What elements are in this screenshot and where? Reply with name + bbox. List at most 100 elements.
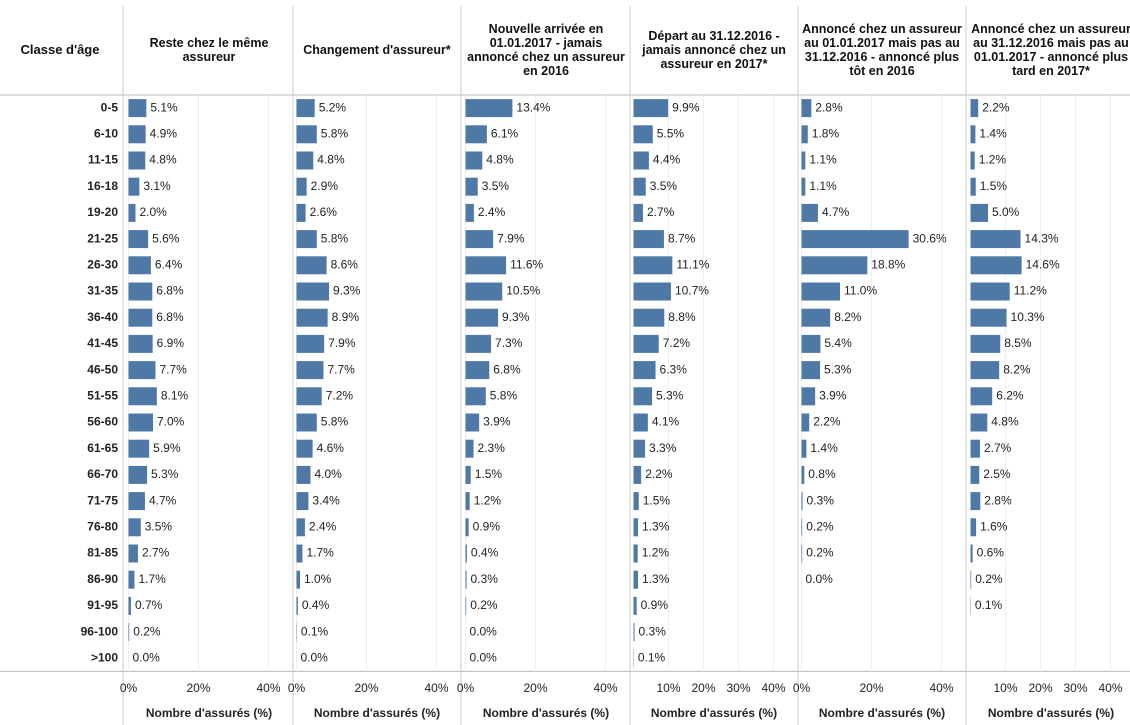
value-label: 3.9% [819,388,847,402]
panel-title: Annoncé chez un assureur au 31.12.2016 m… [971,22,1130,78]
x-tick-label: 20% [186,681,210,695]
bar [128,256,151,275]
x-axis-label: Nombre d'assurés (%) [314,706,440,720]
bar [970,334,1001,353]
value-label: 1.3% [642,572,670,586]
value-label: 0.1% [975,598,1003,612]
value-label: 5.8% [490,388,518,402]
bar [970,413,988,432]
value-label: 1.5% [980,179,1008,193]
bar [465,151,483,170]
value-label: 0.1% [301,624,329,638]
value-label: 4.8% [486,153,514,167]
value-label: 4.1% [652,415,680,429]
value-label: 30.6% [913,231,947,245]
bar [128,151,146,170]
bar [296,125,317,144]
value-label: 10.7% [675,284,709,298]
category-label: >100 [91,650,118,664]
bar [128,334,153,353]
panel-title: Nouvelle arrivée en 01.01.2017 - jamais … [467,22,625,78]
bar [970,439,980,458]
bar [801,151,806,170]
bar [128,125,146,144]
value-label: 0.3% [471,572,499,586]
value-label: 1.1% [809,179,837,193]
bar [801,465,805,484]
value-label: 4.8% [317,153,345,167]
bar [801,439,807,458]
category-label: 76-80 [87,519,118,533]
value-label: 4.7% [822,205,850,219]
bar [633,492,639,511]
bar [296,177,307,196]
value-label: 7.7% [327,362,355,376]
value-label: 2.9% [311,179,339,193]
bar [633,544,638,563]
bar [970,570,972,589]
value-label: 8.5% [1004,336,1032,350]
x-tick-label: 10% [656,681,680,695]
bar [128,492,145,511]
value-label: 1.6% [980,519,1008,533]
bar [801,282,840,301]
value-label: 6.3% [660,362,688,376]
value-label: 0.6% [977,546,1005,560]
bar [801,413,810,432]
x-tick-label: 40% [1098,681,1122,695]
x-tick-label: 40% [929,681,953,695]
value-label: 14.3% [1025,231,1059,245]
bar [465,125,487,144]
x-tick-label: 40% [256,681,280,695]
value-label: 2.6% [310,205,338,219]
bar [633,125,653,144]
value-label: 5.9% [153,441,181,455]
value-label: 4.6% [317,441,345,455]
value-label: 0.0% [806,572,834,586]
value-label: 0.2% [133,624,161,638]
value-label: 2.0% [140,205,168,219]
value-label: 2.7% [984,441,1012,455]
bar [970,282,1010,301]
value-label: 1.7% [306,546,334,560]
value-label: 6.2% [996,388,1024,402]
value-label: 2.8% [815,100,843,114]
bar [128,203,136,222]
value-label: 5.8% [321,231,349,245]
value-label: 9.3% [502,310,530,324]
bar [970,177,976,196]
value-label: 3.4% [312,493,340,507]
value-label: 2.5% [983,467,1011,481]
value-label: 9.3% [333,284,361,298]
value-label: 4.4% [653,153,681,167]
x-axis-label: Nombre d'assurés (%) [483,706,609,720]
value-label: 5.1% [150,100,178,114]
bar [465,596,467,615]
value-label: 2.7% [647,205,675,219]
value-label: 11.1% [676,257,709,271]
value-label: 5.0% [992,205,1020,219]
category-label: 11-15 [88,153,118,167]
value-label: 8.2% [834,310,862,324]
bar [633,387,653,406]
bar [296,596,298,615]
value-label: 1.4% [979,126,1007,140]
value-label: 0.2% [470,598,498,612]
bar [296,413,317,432]
bar [128,361,156,380]
value-label: 7.9% [497,231,525,245]
x-tick-label: 0% [288,681,306,695]
bar [465,361,490,380]
bar [465,544,467,563]
value-label: 7.7% [159,362,187,376]
value-label: 7.2% [326,388,354,402]
category-label: 46-50 [87,362,118,376]
row-header: Classe d'âge [20,42,100,57]
panel-title: Changement d'assureur* [303,43,451,57]
value-label: 1.7% [138,572,166,586]
value-label: 5.8% [321,415,349,429]
bar [633,518,639,537]
value-label: 5.8% [321,126,349,140]
value-label: 2.2% [813,415,841,429]
bar [296,387,322,406]
